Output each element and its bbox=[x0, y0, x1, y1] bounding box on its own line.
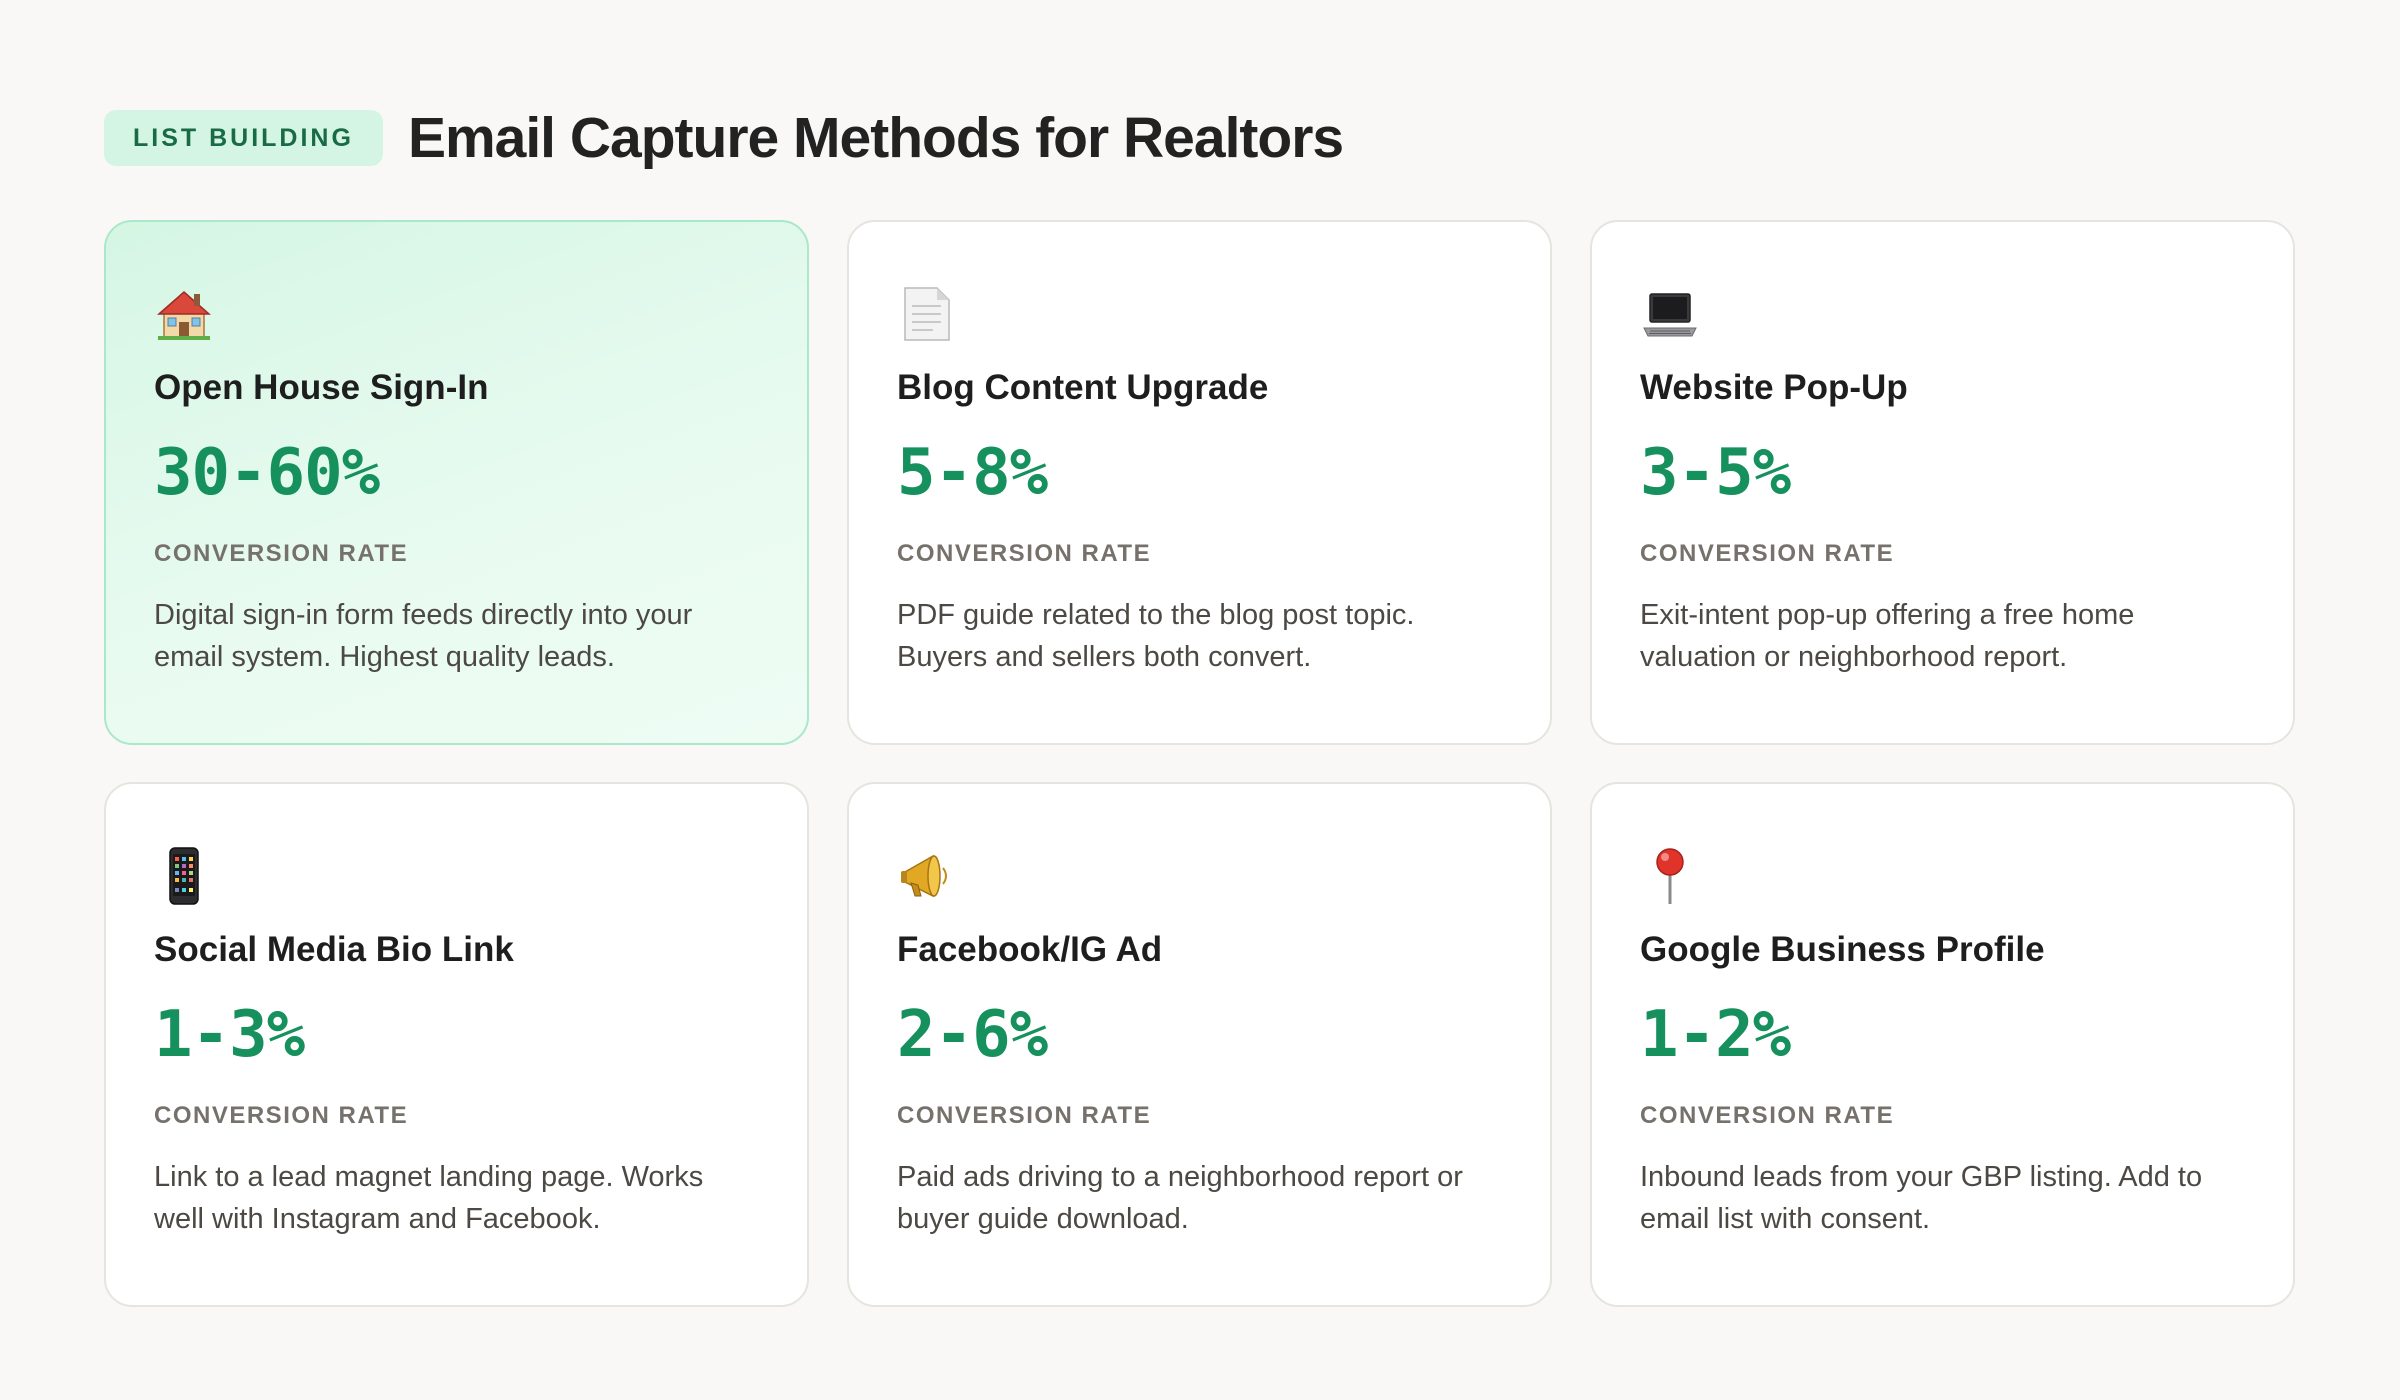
methods-grid: Open House Sign-In 30-60% CONVERSION RAT… bbox=[104, 220, 2296, 1307]
method-card-open-house: Open House Sign-In 30-60% CONVERSION RAT… bbox=[104, 220, 809, 745]
conversion-rate-value: 5-8% bbox=[897, 436, 1048, 510]
conversion-rate-value: 30-60% bbox=[154, 436, 380, 510]
card-title: Website Pop-Up bbox=[1640, 368, 1908, 407]
category-badge: LIST BUILDING bbox=[104, 110, 383, 166]
laptop-icon bbox=[1640, 284, 1700, 344]
method-card-social-bio: Social Media Bio Link 1-3% CONVERSION RA… bbox=[104, 782, 809, 1307]
card-description: Digital sign-in form feeds directly into… bbox=[154, 599, 693, 673]
card-description: Exit-intent pop-up offering a free home … bbox=[1640, 599, 2135, 673]
card-description: PDF guide related to the blog post topic… bbox=[897, 599, 1415, 673]
mobile-phone-icon bbox=[154, 846, 214, 906]
method-card-blog: Blog Content Upgrade 5-8% CONVERSION RAT… bbox=[847, 220, 1552, 745]
conversion-rate-label: CONVERSION RATE bbox=[897, 1102, 1152, 1129]
document-icon bbox=[897, 284, 957, 344]
card-title: Facebook/IG Ad bbox=[897, 930, 1163, 969]
card-description: Link to a lead magnet landing page. Work… bbox=[154, 1161, 704, 1235]
method-card-google-business: Google Business Profile 1-2% CONVERSION … bbox=[1590, 782, 2295, 1307]
conversion-rate-label: CONVERSION RATE bbox=[154, 1102, 409, 1129]
header: LIST BUILDING Email Capture Methods for … bbox=[104, 106, 2296, 170]
conversion-rate-label: CONVERSION RATE bbox=[897, 540, 1152, 567]
card-description: Inbound leads from your GBP listing. Add… bbox=[1640, 1161, 2203, 1235]
conversion-rate-label: CONVERSION RATE bbox=[1640, 540, 1895, 567]
method-card-facebook-ad: Facebook/IG Ad 2-6% CONVERSION RATE Paid… bbox=[847, 782, 1552, 1307]
conversion-rate-value: 3-5% bbox=[1640, 436, 1791, 510]
card-title: Open House Sign-In bbox=[154, 368, 489, 407]
card-description: Paid ads driving to a neighborhood repor… bbox=[897, 1161, 1463, 1235]
card-title: Google Business Profile bbox=[1640, 930, 2045, 969]
map-pin-icon bbox=[1640, 846, 1700, 906]
card-title: Social Media Bio Link bbox=[154, 930, 514, 969]
conversion-rate-label: CONVERSION RATE bbox=[154, 540, 409, 567]
megaphone-icon bbox=[897, 846, 957, 906]
card-title: Blog Content Upgrade bbox=[897, 368, 1269, 407]
method-card-popup: Website Pop-Up 3-5% CONVERSION RATE Exit… bbox=[1590, 220, 2295, 745]
conversion-rate-label: CONVERSION RATE bbox=[1640, 1102, 1895, 1129]
conversion-rate-value: 2-6% bbox=[897, 998, 1048, 1072]
house-icon bbox=[154, 284, 214, 344]
conversion-rate-value: 1-2% bbox=[1640, 998, 1791, 1072]
conversion-rate-value: 1-3% bbox=[154, 998, 305, 1072]
page-title: Email Capture Methods for Realtors bbox=[407, 106, 1344, 170]
